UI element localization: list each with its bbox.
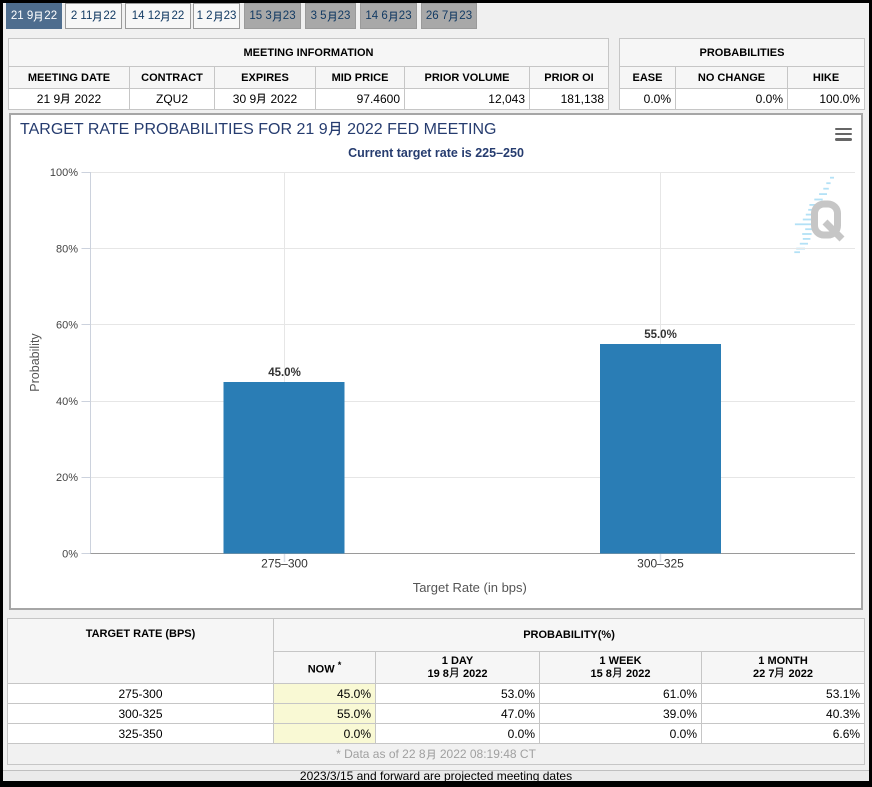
svg-text:275–300: 275–300 bbox=[261, 556, 308, 570]
svg-text:55.0%: 55.0% bbox=[644, 329, 677, 341]
svg-text:45.0%: 45.0% bbox=[268, 367, 301, 379]
svg-text:60%: 60% bbox=[56, 319, 78, 331]
svg-text:80%: 80% bbox=[56, 243, 78, 255]
svg-text:20%: 20% bbox=[56, 472, 78, 484]
svg-text:Probability: Probability bbox=[28, 332, 42, 391]
svg-text:0%: 0% bbox=[62, 548, 78, 560]
svg-text:Target Rate (in bps): Target Rate (in bps) bbox=[413, 580, 527, 595]
svg-text:300–325: 300–325 bbox=[637, 556, 684, 570]
svg-text:100%: 100% bbox=[50, 167, 78, 179]
svg-text:40%: 40% bbox=[56, 395, 78, 407]
